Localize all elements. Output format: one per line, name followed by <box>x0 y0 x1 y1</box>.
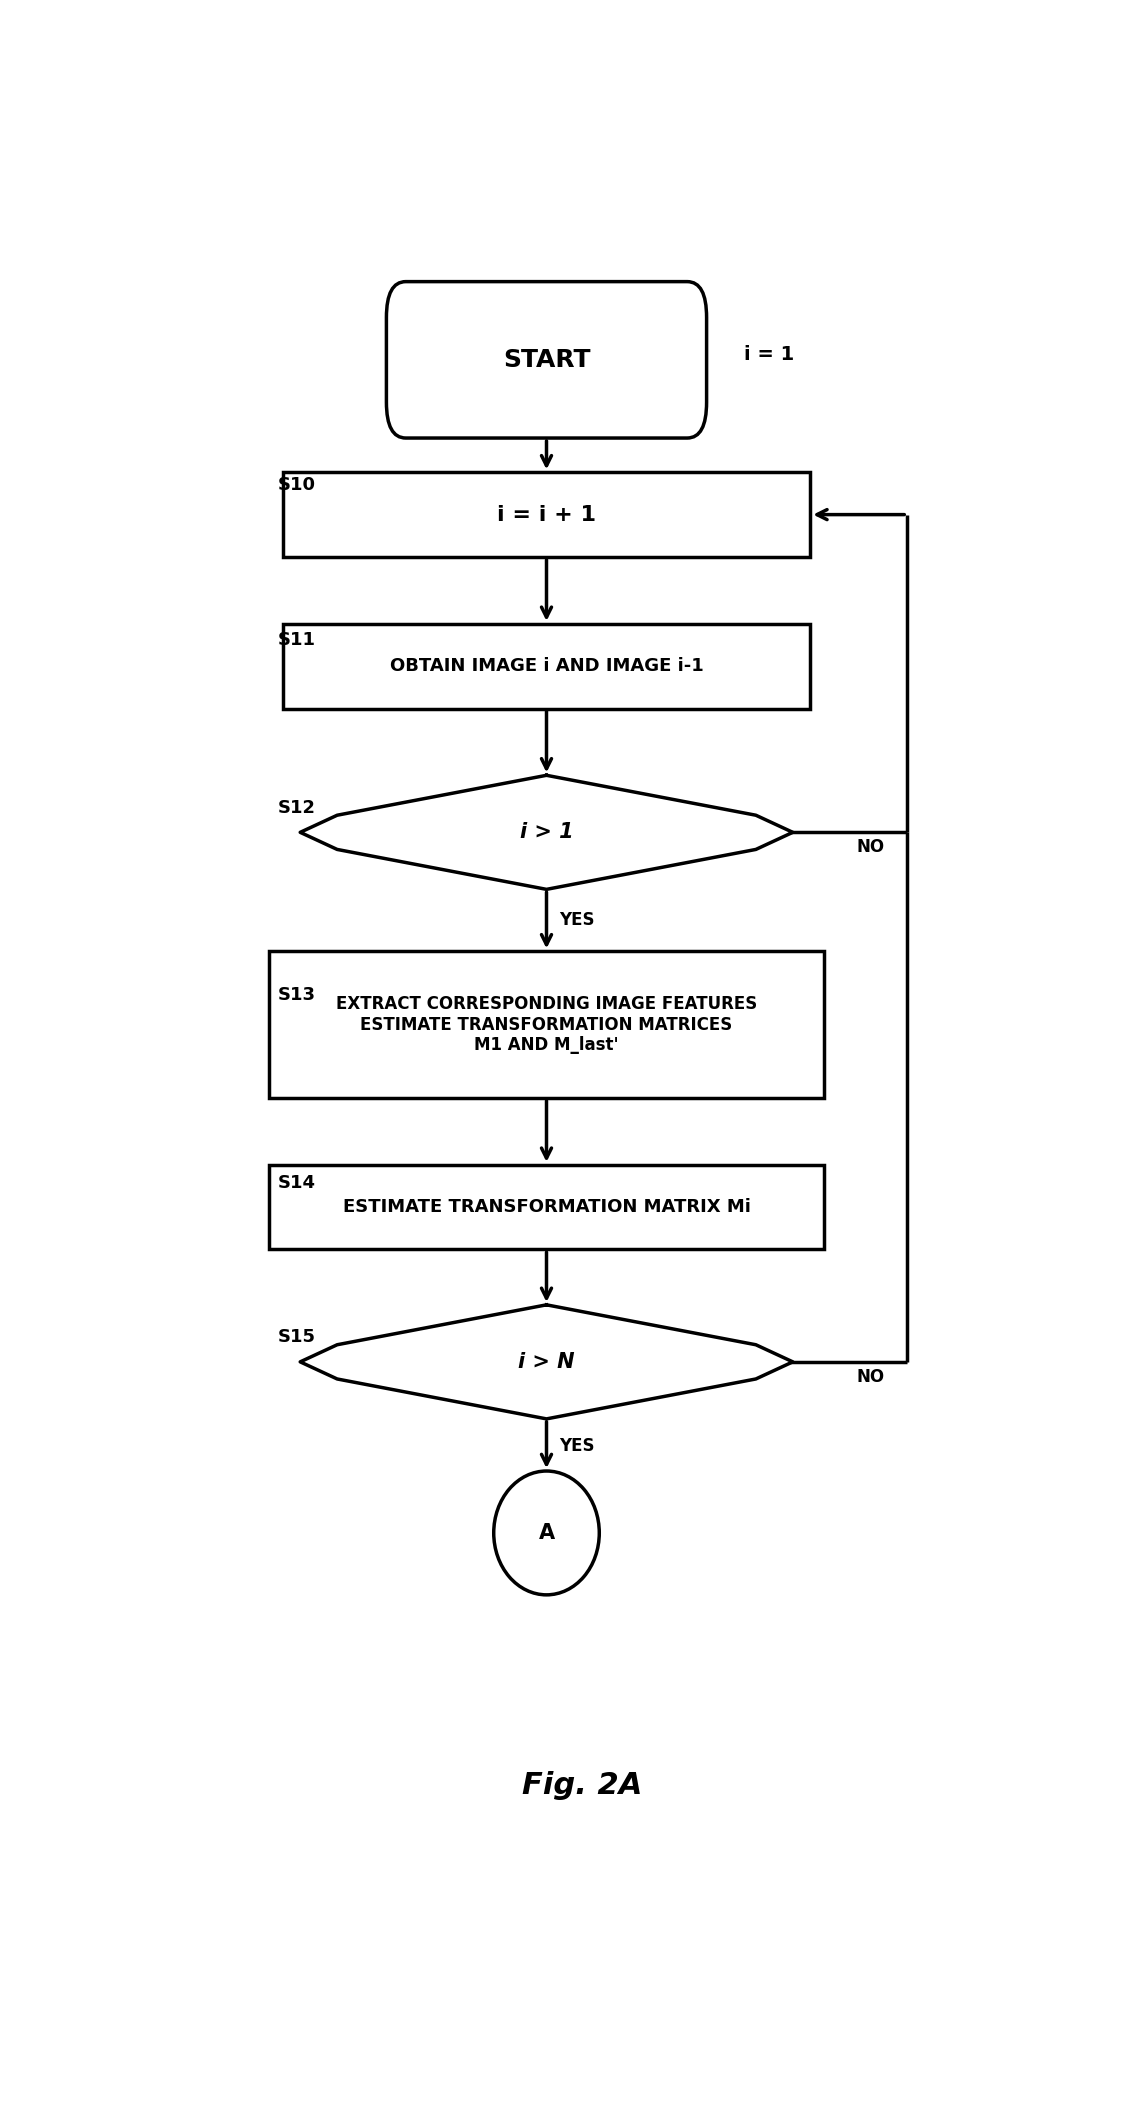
Text: S11: S11 <box>278 631 317 650</box>
Text: Fig. 2A: Fig. 2A <box>521 1771 642 1801</box>
Text: OBTAIN IMAGE i AND IMAGE i-1: OBTAIN IMAGE i AND IMAGE i-1 <box>389 658 704 675</box>
Text: S10: S10 <box>278 476 317 495</box>
Text: i > N: i > N <box>519 1352 574 1371</box>
Text: S12: S12 <box>278 800 317 817</box>
Polygon shape <box>300 1306 792 1420</box>
Ellipse shape <box>494 1471 599 1595</box>
Text: A: A <box>538 1524 555 1543</box>
Text: S13: S13 <box>278 986 317 1005</box>
Text: i = 1: i = 1 <box>745 345 794 364</box>
Text: START: START <box>503 347 590 372</box>
Text: S14: S14 <box>278 1174 317 1191</box>
Bar <box>283 472 810 557</box>
Bar <box>283 624 810 709</box>
Text: i = i + 1: i = i + 1 <box>497 504 596 525</box>
Polygon shape <box>300 774 792 889</box>
FancyBboxPatch shape <box>386 281 707 438</box>
Bar <box>269 1164 824 1248</box>
Text: S15: S15 <box>278 1329 317 1346</box>
Bar <box>269 952 824 1098</box>
Text: i > 1: i > 1 <box>520 823 573 842</box>
Text: NO: NO <box>856 838 884 857</box>
Text: YES: YES <box>560 1437 595 1456</box>
Text: YES: YES <box>560 910 595 929</box>
Text: NO: NO <box>856 1367 884 1386</box>
Text: ESTIMATE TRANSFORMATION MATRIX Mi: ESTIMATE TRANSFORMATION MATRIX Mi <box>343 1198 750 1217</box>
Text: EXTRACT CORRESPONDING IMAGE FEATURES
ESTIMATE TRANSFORMATION MATRICES
M1 AND M_l: EXTRACT CORRESPONDING IMAGE FEATURES EST… <box>336 995 757 1054</box>
